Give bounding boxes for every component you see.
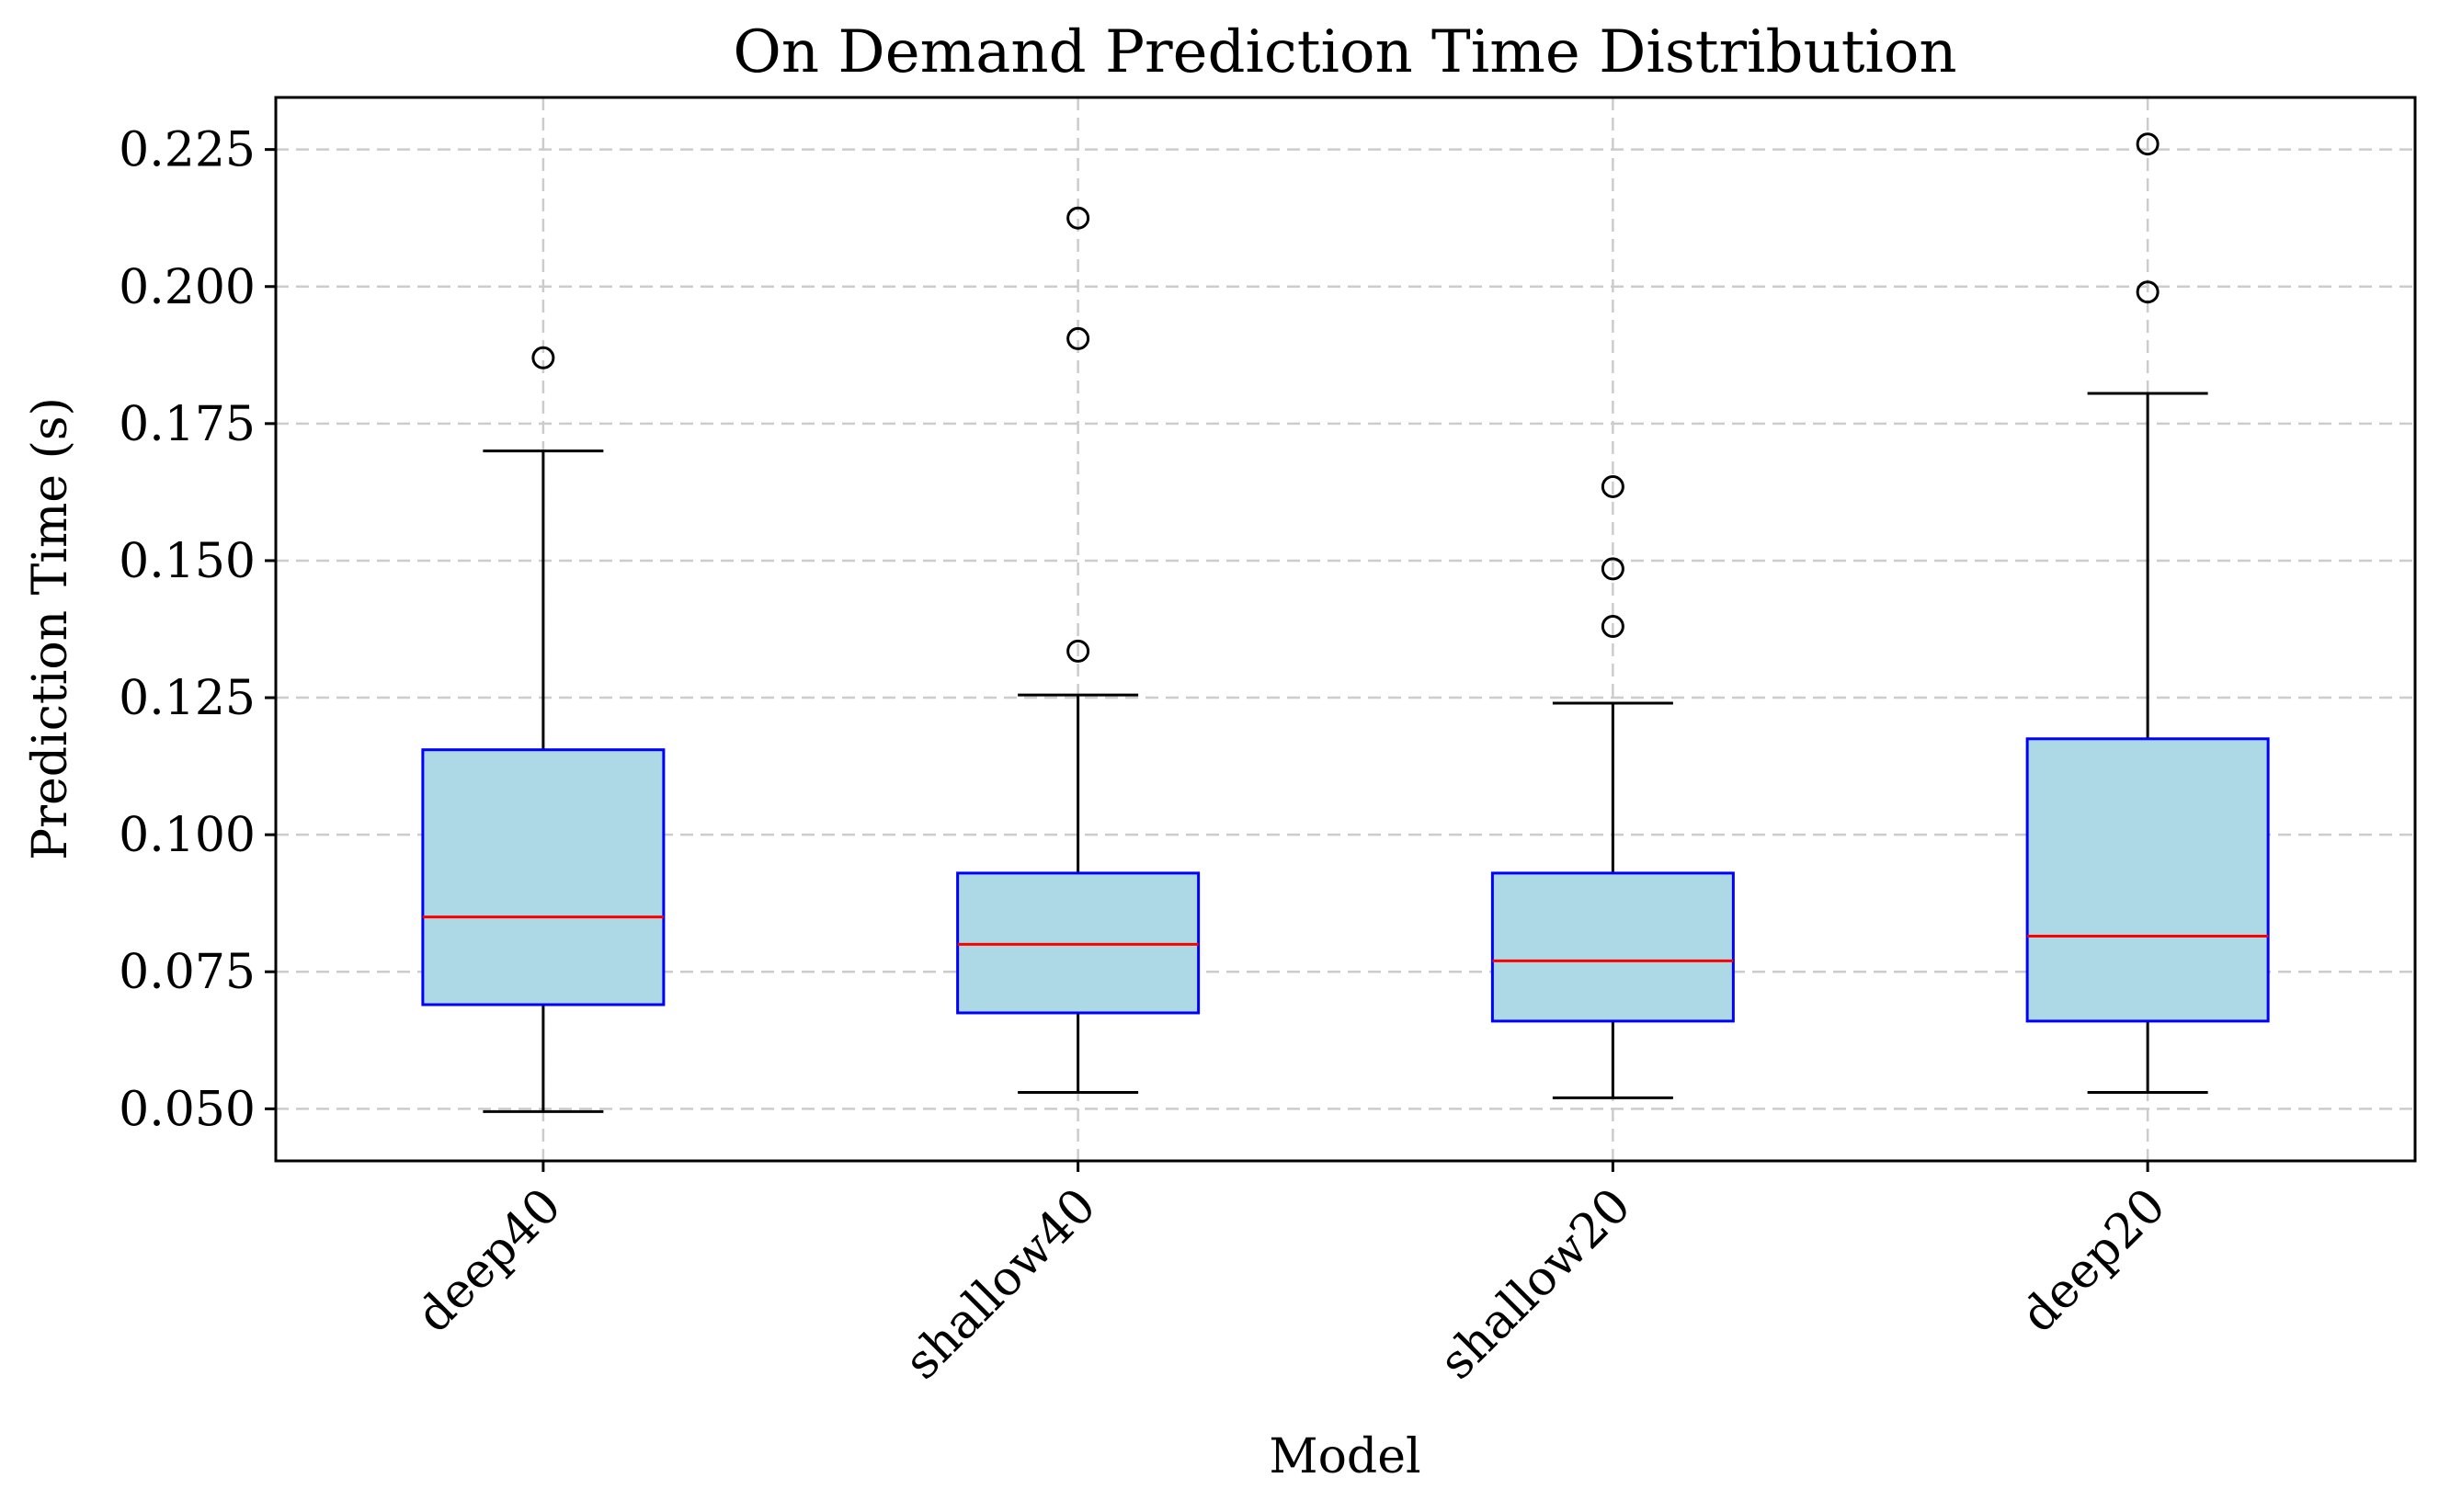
outlier-point <box>1066 639 1090 663</box>
outlier-point <box>1601 615 1624 639</box>
y-tick-label: 0.100 <box>119 808 256 863</box>
iqr-box <box>1490 871 1735 1023</box>
outlier-point <box>2136 132 2160 156</box>
outlier-point <box>1066 326 1090 350</box>
y-tick-label: 0.175 <box>119 397 256 452</box>
y-tick-label: 0.200 <box>119 260 256 315</box>
x-tick-label-deep20: deep20 <box>2012 1178 2177 1344</box>
y-axis-label: Prediction Time (s) <box>23 397 78 860</box>
outlier-point <box>1066 206 1090 230</box>
y-tick-label: 0.050 <box>119 1082 256 1137</box>
chart-title: On Demand Prediction Time Distribution <box>733 18 1956 86</box>
outlier-point <box>2136 280 2160 304</box>
outlier-point <box>531 346 555 369</box>
x-tick-label-shallow20: shallow20 <box>1430 1178 1642 1391</box>
y-tick-label: 0.225 <box>119 123 256 178</box>
outlier-point <box>1601 557 1624 581</box>
outlier-point <box>1601 474 1624 498</box>
x-tick-label-deep40: deep40 <box>406 1178 572 1344</box>
iqr-box <box>421 748 666 1006</box>
y-tick-label: 0.075 <box>119 945 256 1000</box>
x-axis-label: Model <box>1269 1429 1420 1484</box>
box-shallow40 <box>956 206 1201 1094</box>
plot-frame <box>274 96 2417 1163</box>
boxes-layer <box>421 132 2270 1113</box>
iqr-box <box>2025 737 2270 1023</box>
y-tick-label: 0.150 <box>119 534 256 589</box>
x-tick-label-shallow40: shallow40 <box>895 1178 1107 1391</box>
box-deep40 <box>421 346 666 1113</box>
y-tick-label: 0.125 <box>119 671 256 726</box>
box-shallow20 <box>1490 474 1735 1099</box>
box-deep20 <box>2025 132 2270 1094</box>
